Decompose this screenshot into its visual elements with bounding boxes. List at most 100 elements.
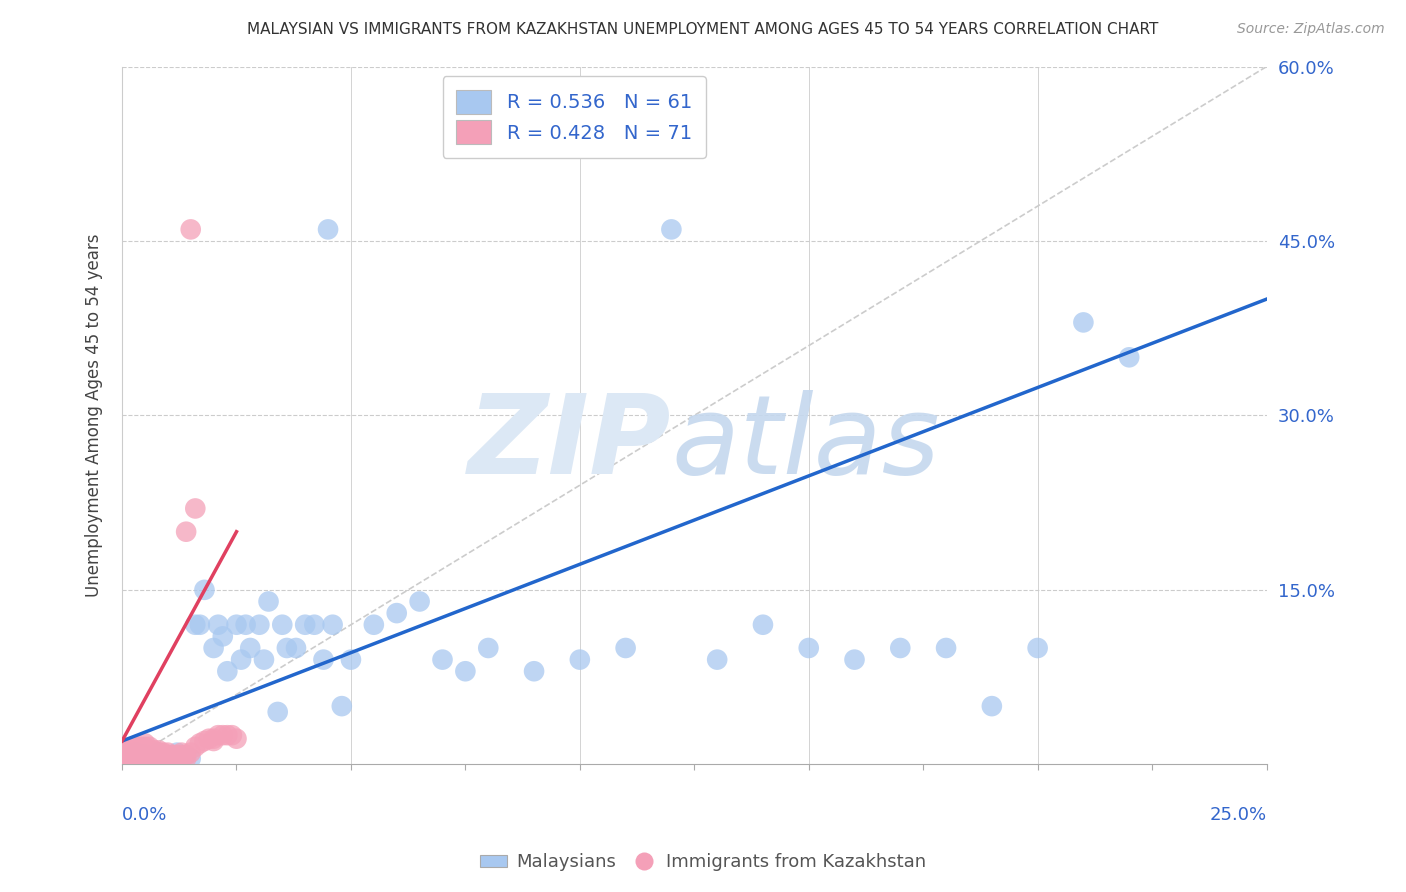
Point — [523, 665, 546, 679]
Point — [111, 751, 134, 765]
Point — [239, 640, 262, 655]
Point — [211, 728, 233, 742]
Point — [180, 222, 202, 236]
Point — [1118, 351, 1140, 365]
Point — [980, 699, 1002, 714]
Point — [138, 747, 160, 762]
Point — [125, 747, 148, 762]
Point — [202, 640, 225, 655]
Point — [276, 640, 298, 655]
Point — [221, 728, 243, 742]
Point — [143, 747, 166, 762]
Point — [148, 747, 170, 762]
Point — [115, 747, 138, 762]
Text: ZIP: ZIP — [468, 390, 672, 497]
Point — [229, 652, 252, 666]
Point — [170, 746, 193, 760]
Point — [198, 731, 221, 746]
Point — [120, 746, 142, 760]
Point — [162, 751, 184, 765]
Point — [432, 652, 454, 666]
Point — [125, 751, 148, 765]
Point — [661, 222, 683, 236]
Point — [322, 617, 344, 632]
Point — [285, 640, 308, 655]
Point — [138, 751, 160, 765]
Point — [129, 739, 152, 754]
Point — [156, 746, 179, 760]
Point — [148, 746, 170, 760]
Point — [170, 747, 193, 762]
Point — [889, 640, 911, 655]
Point — [129, 751, 152, 765]
Point — [120, 743, 142, 757]
Point — [125, 743, 148, 757]
Point — [706, 652, 728, 666]
Point — [257, 594, 280, 608]
Point — [363, 617, 385, 632]
Text: 25.0%: 25.0% — [1209, 806, 1267, 824]
Point — [170, 751, 193, 765]
Point — [202, 734, 225, 748]
Point — [170, 751, 193, 765]
Point — [156, 747, 179, 762]
Point — [188, 617, 211, 632]
Point — [129, 747, 152, 762]
Point — [120, 739, 142, 754]
Point — [316, 222, 339, 236]
Point — [152, 751, 174, 765]
Point — [193, 582, 215, 597]
Point — [184, 501, 207, 516]
Point — [568, 652, 591, 666]
Point — [129, 751, 152, 765]
Point — [202, 731, 225, 746]
Text: 0.0%: 0.0% — [122, 806, 167, 824]
Point — [312, 652, 335, 666]
Text: atlas: atlas — [672, 390, 941, 497]
Point — [134, 751, 156, 765]
Point — [217, 665, 239, 679]
Point — [134, 736, 156, 750]
Point — [253, 652, 276, 666]
Point — [207, 728, 229, 742]
Point — [211, 629, 233, 643]
Point — [174, 751, 197, 765]
Point — [797, 640, 820, 655]
Point — [138, 751, 160, 765]
Point — [162, 747, 184, 762]
Point — [111, 746, 134, 760]
Point — [180, 746, 202, 760]
Point — [134, 739, 156, 754]
Point — [152, 751, 174, 765]
Point — [120, 747, 142, 762]
Point — [120, 751, 142, 765]
Legend: R = 0.536   N = 61, R = 0.428   N = 71: R = 0.536 N = 61, R = 0.428 N = 71 — [443, 77, 706, 158]
Point — [267, 705, 290, 719]
Point — [134, 747, 156, 762]
Point — [134, 747, 156, 762]
Point — [129, 743, 152, 757]
Point — [134, 746, 156, 760]
Point — [752, 617, 775, 632]
Point — [125, 751, 148, 765]
Point — [271, 617, 294, 632]
Point — [148, 743, 170, 757]
Point — [143, 746, 166, 760]
Point — [477, 640, 499, 655]
Point — [174, 747, 197, 762]
Point — [152, 746, 174, 760]
Point — [129, 746, 152, 760]
Point — [115, 751, 138, 765]
Point — [174, 524, 197, 539]
Point — [217, 728, 239, 742]
Point — [166, 751, 188, 765]
Point — [125, 746, 148, 760]
Point — [143, 751, 166, 765]
Point — [138, 746, 160, 760]
Point — [115, 743, 138, 757]
Text: MALAYSIAN VS IMMIGRANTS FROM KAZAKHSTAN UNEMPLOYMENT AMONG AGES 45 TO 54 YEARS C: MALAYSIAN VS IMMIGRANTS FROM KAZAKHSTAN … — [247, 22, 1159, 37]
Point — [935, 640, 957, 655]
Point — [225, 617, 247, 632]
Point — [184, 617, 207, 632]
Legend: Malaysians, Immigrants from Kazakhstan: Malaysians, Immigrants from Kazakhstan — [472, 847, 934, 879]
